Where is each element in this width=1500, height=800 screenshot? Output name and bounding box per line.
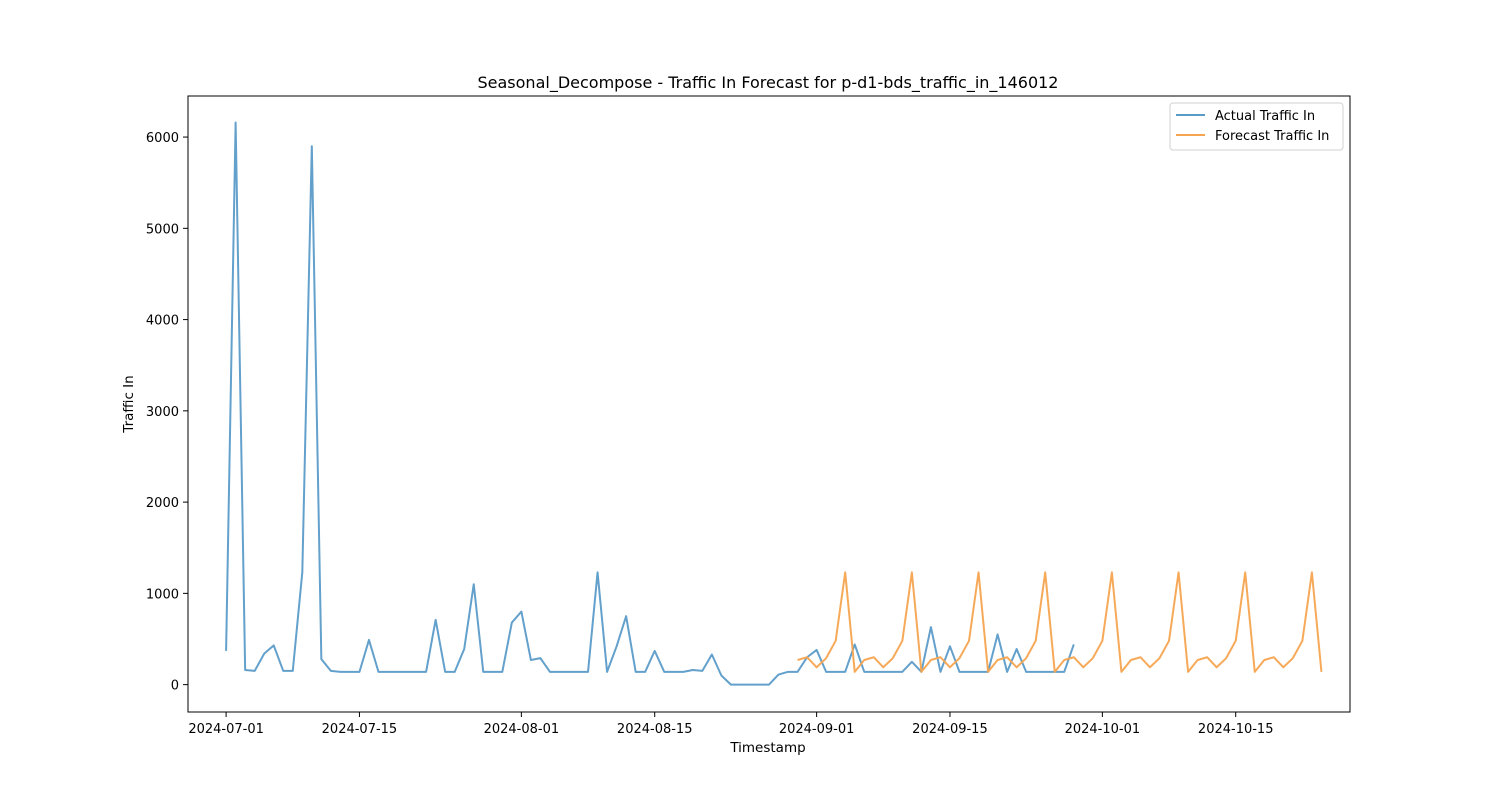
x-axis-label: Timestamp [729,740,805,756]
x-tick-label: 2024-07-01 [188,722,264,737]
series-line-forecast [797,571,1323,673]
legend-box [1169,102,1344,151]
legend: Actual Traffic In Forecast Traffic In [1169,102,1344,151]
x-tick-label: 2024-07-15 [322,722,398,737]
y-tick-label: 3000 [146,405,179,420]
x-tick-label: 2024-08-15 [617,722,693,737]
x-tick-label: 2024-09-15 [912,722,988,737]
y-tick-label: 6000 [146,131,179,146]
y-tick-label: 4000 [146,314,179,329]
y-tick-label: 0 [171,679,179,694]
plot-frame [187,95,1351,713]
legend-entry-actual: Actual Traffic In [1215,109,1315,124]
y-axis: 0 1000 2000 3000 4000 5000 6000 [146,131,188,694]
legend-entry-forecast: Forecast Traffic In [1215,129,1329,144]
x-tick-label: 2024-10-01 [1065,722,1141,737]
x-axis: 2024-07-01 2024-07-15 2024-08-01 2024-08-15… [188,712,1273,737]
y-axis-label: Traffic In [121,375,137,433]
chart-title: Seasonal_Decompose - Traffic In Forecast… [478,73,1059,93]
plot-content [225,121,1323,686]
x-tick-label: 2024-08-01 [484,722,560,737]
y-tick-label: 2000 [146,496,179,511]
y-tick-label: 1000 [146,587,179,602]
x-tick-label: 2024-10-15 [1198,722,1274,737]
y-tick-label: 5000 [146,222,179,237]
x-tick-label: 2024-09-01 [779,722,855,737]
series-line-actual [225,121,1075,686]
